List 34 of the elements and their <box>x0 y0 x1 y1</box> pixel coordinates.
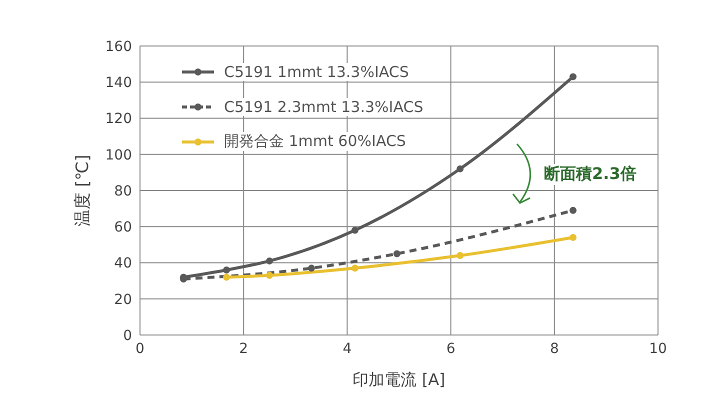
y-axis-title: 温度 [℃] <box>73 154 94 226</box>
point <box>223 266 230 274</box>
legend-label: C5191 1mmt 13.3%IACS <box>224 62 409 80</box>
x-axis-title: 印加電流 [A] <box>352 370 446 389</box>
point <box>351 226 358 234</box>
point <box>393 250 400 258</box>
y-tick-label: 140 <box>105 75 132 92</box>
point <box>456 165 464 172</box>
x-tick-label: 4 <box>342 340 352 357</box>
y-tick-label: 40 <box>114 256 132 272</box>
annotation: 断面積2.3倍 <box>544 164 636 185</box>
y-tick-label: 160 <box>105 38 132 55</box>
y-tick-label: 0 <box>123 328 132 344</box>
x-tick-label: 2 <box>239 340 248 357</box>
y-tick-label: 120 <box>105 111 132 128</box>
point <box>308 264 315 272</box>
point <box>570 234 577 241</box>
point <box>570 73 577 80</box>
point <box>266 257 273 264</box>
x-tick-label: 6 <box>446 340 456 357</box>
x-tick-label: 0 <box>136 340 144 357</box>
x-tick-label: 10 <box>649 340 667 357</box>
point <box>351 264 358 272</box>
y-tick-label: 80 <box>114 183 132 200</box>
legend-label: C5191 2.3mmt 13.3%IACS <box>224 98 424 116</box>
x-tick-label: 8 <box>550 340 559 357</box>
y-tick-label: 60 <box>114 220 132 236</box>
point <box>456 252 464 260</box>
point <box>570 206 577 214</box>
point <box>223 274 230 281</box>
y-tick-label: 100 <box>105 147 132 164</box>
y-tick-label: 20 <box>114 292 132 308</box>
point <box>266 272 273 279</box>
legend-label: 開発合金 1mmt 60%IACS <box>224 132 406 151</box>
